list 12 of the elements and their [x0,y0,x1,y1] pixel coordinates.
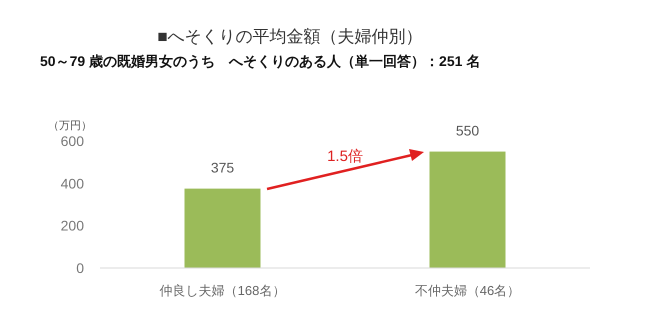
data-label: 375 [210,160,234,176]
y-tick-label: 400 [60,175,84,192]
annotation: 1.5倍 [327,148,363,165]
y-tick-label: 600 [60,133,84,149]
chart-subtitle: 50～79 歳の既婚男女のうち へそくりのある人（単一回答）：251 名 [40,53,480,70]
x-tick-label: 仲良し夫婦（168名） [160,283,286,298]
data-label: 550 [456,122,480,139]
x-tick-label: 不仲夫婦（46名） [414,283,520,298]
y-tick-label: 200 [60,218,84,234]
y-axis-title: （万円） [48,120,92,132]
y-tick-label: 0 [76,260,84,276]
chart-title: ■へそくりの平均金額（夫婦仲別） [157,27,423,46]
